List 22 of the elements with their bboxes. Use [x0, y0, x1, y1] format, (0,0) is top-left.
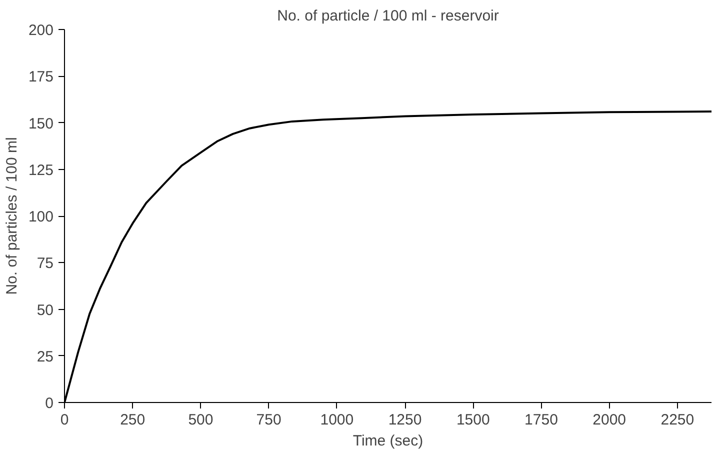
x-tick-label: 2250: [660, 412, 694, 428]
x-tick-label: 1750: [524, 412, 558, 428]
x-tick-label: 1500: [456, 412, 490, 428]
y-tick-label: 75: [36, 255, 54, 272]
y-tick-label: 150: [28, 115, 54, 132]
y-tick-label: 25: [36, 348, 54, 366]
x-tick-label: 750: [256, 412, 282, 428]
x-axis-title: Time (sec): [352, 432, 424, 450]
x-tick-label: 2000: [592, 412, 626, 428]
y-tick-label: 0: [45, 395, 54, 412]
x-tick-label: 500: [188, 412, 214, 428]
x-tick-label: 1250: [388, 412, 422, 428]
y-tick-label: 125: [28, 162, 54, 179]
y-tick-label: 175: [28, 68, 54, 86]
x-tick-label: 250: [120, 412, 146, 428]
y-axis-title: No. of particles / 100 ml: [3, 137, 20, 295]
y-tick-label: 50: [36, 302, 54, 319]
y-tick-label: 100: [28, 208, 54, 226]
x-tick-label: 1000: [320, 412, 354, 428]
x-tick-label: 0: [60, 412, 69, 428]
chart-title: No. of particle / 100 ml - reservoir: [277, 8, 499, 24]
y-tick-label: 200: [28, 22, 54, 39]
